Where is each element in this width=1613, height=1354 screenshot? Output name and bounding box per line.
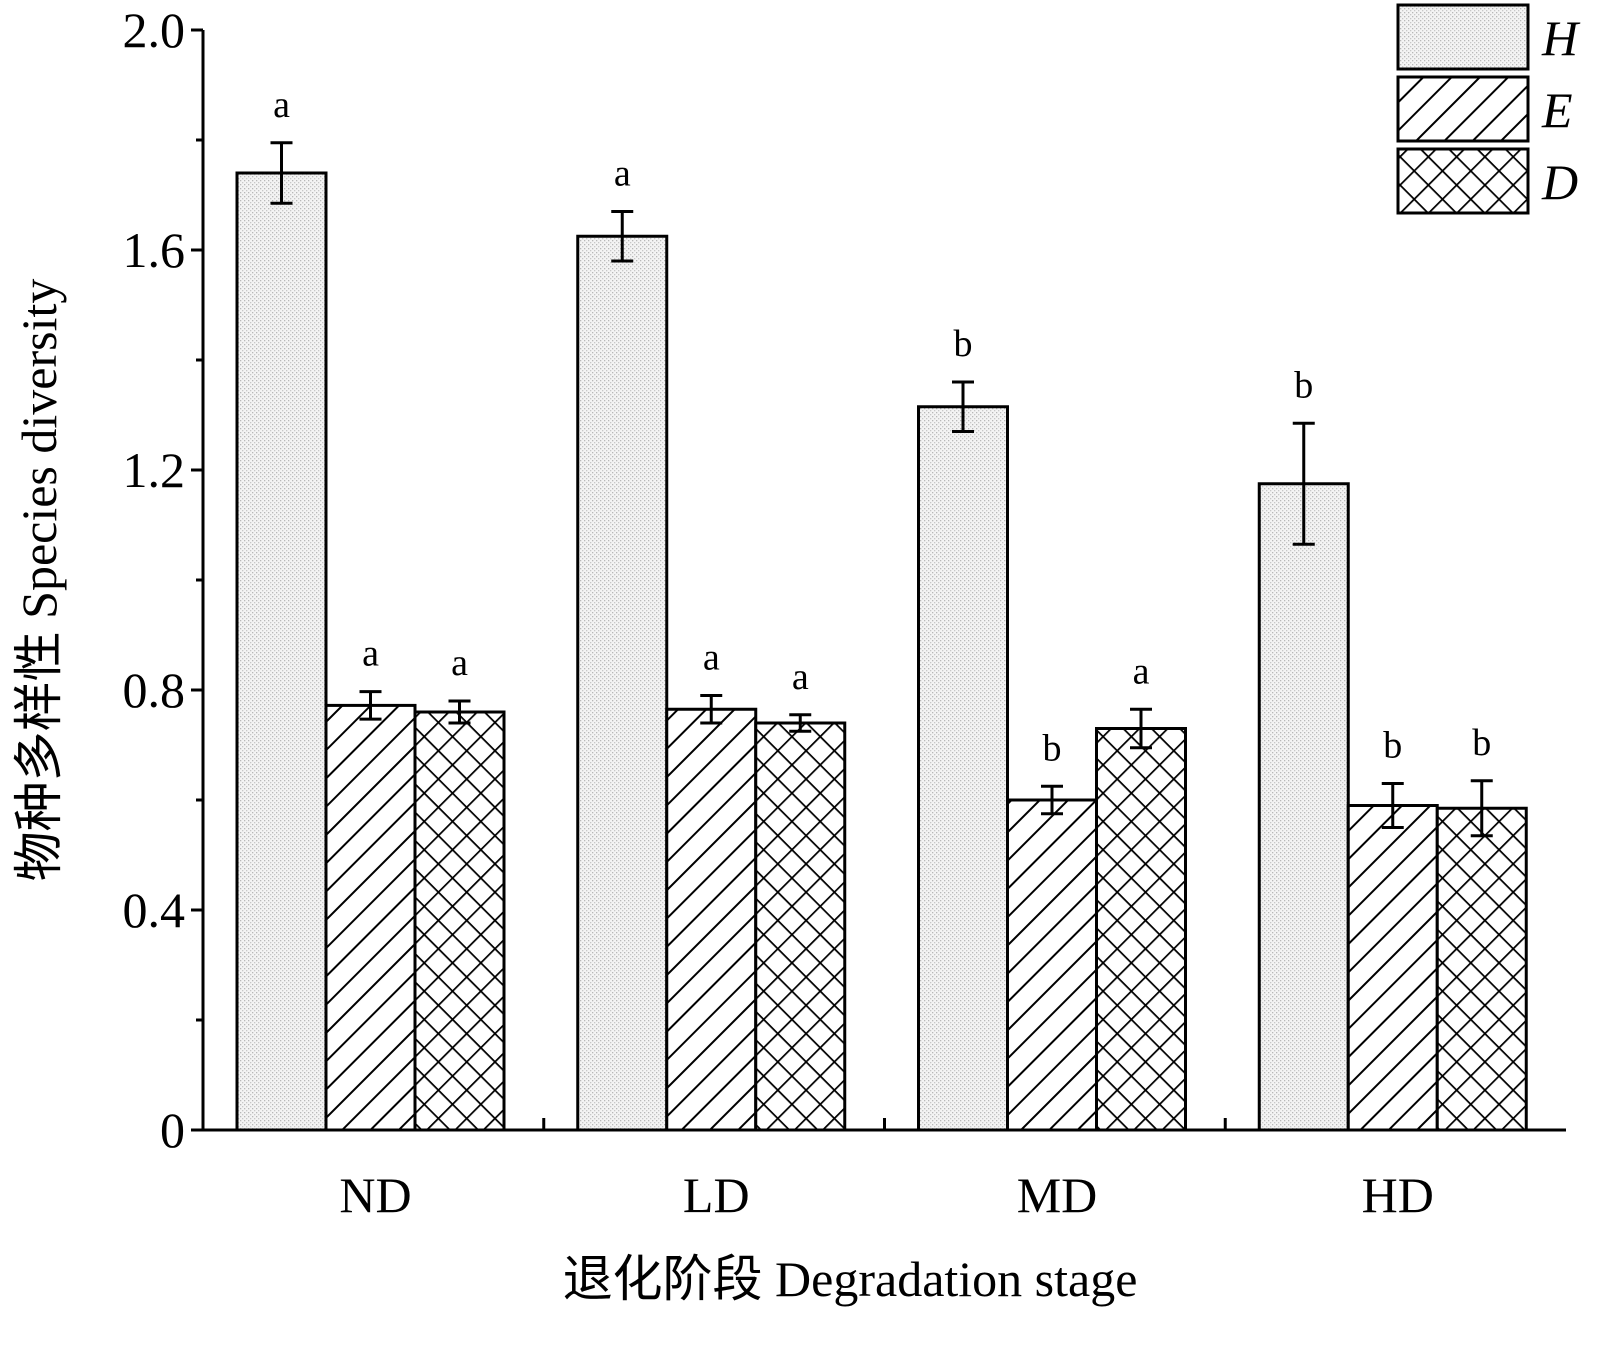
category-label-MD: MD — [1017, 1167, 1098, 1223]
y-tick-label: 0.4 — [123, 882, 186, 938]
category-label-HD: HD — [1362, 1167, 1434, 1223]
y-ticks: 0 0.4 0.8 1.2 1.6 2.0 — [123, 2, 203, 1158]
bar-D-LD — [754, 721, 847, 1132]
y-tick-label: 1.6 — [123, 222, 186, 278]
legend-swatch-E — [1396, 75, 1530, 143]
significance-label: a — [273, 84, 290, 126]
significance-label: a — [362, 633, 379, 675]
y-tick-label: 0 — [160, 1102, 185, 1158]
category-label-LD: LD — [683, 1167, 750, 1223]
x-ticks — [542, 1118, 1227, 1130]
bar-E-ND — [324, 703, 417, 1132]
y-tick-label: 0.8 — [123, 662, 186, 718]
legend-label-D: D — [1541, 154, 1578, 210]
bar-H-HD — [1257, 482, 1350, 1132]
significance-label: b — [1383, 725, 1402, 767]
y-axis-title: 物种多样性 Species diversity — [11, 279, 67, 882]
bar-E-HD — [1346, 804, 1439, 1132]
significance-labels: a a a a a a b b a b b b — [273, 84, 1491, 770]
bar-E-MD — [1006, 798, 1098, 1132]
significance-label: a — [792, 656, 809, 698]
significance-label: b — [1043, 727, 1062, 769]
category-label-ND: ND — [339, 1167, 411, 1223]
bar-H-LD — [576, 234, 669, 1132]
bars — [235, 171, 1528, 1132]
legend-swatch-H — [1396, 3, 1530, 71]
significance-label: b — [954, 323, 973, 365]
significance-label: a — [703, 637, 720, 679]
error-bars — [270, 141, 1493, 838]
significance-label: a — [1133, 650, 1150, 692]
y-tick-label: 1.2 — [123, 442, 186, 498]
legend: HED — [1396, 3, 1581, 215]
legend-label-E: E — [1541, 82, 1573, 138]
significance-label: a — [451, 642, 468, 684]
legend-label-H: H — [1541, 10, 1581, 66]
bar-D-MD — [1095, 727, 1187, 1132]
x-axis-title: 退化阶段 Degradation stage — [563, 1251, 1138, 1307]
y-tick-label: 2.0 — [123, 2, 186, 58]
significance-label: a — [614, 153, 631, 195]
category-labels: ND LD MD HD — [339, 1167, 1433, 1223]
bar-D-ND — [413, 710, 506, 1132]
significance-label: b — [1472, 722, 1491, 764]
legend-swatch-D — [1396, 147, 1530, 215]
bar-H-ND — [235, 171, 328, 1132]
bar-E-LD — [665, 707, 758, 1132]
significance-label: b — [1294, 364, 1313, 406]
bar-D-HD — [1435, 806, 1528, 1132]
bar-H-MD — [917, 405, 1009, 1132]
